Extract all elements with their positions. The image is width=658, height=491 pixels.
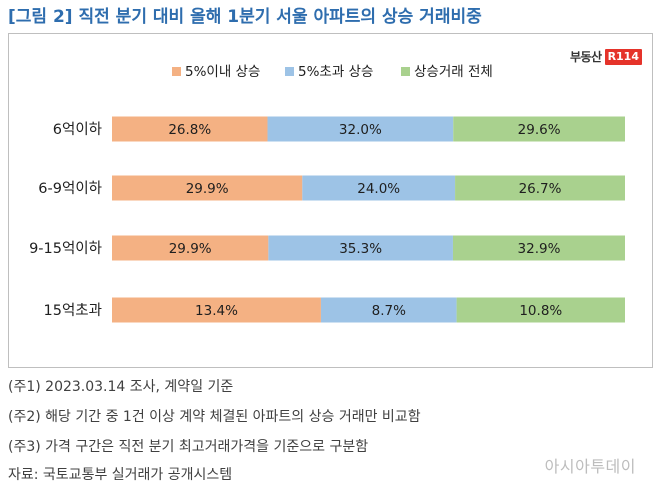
bar-segment-4-2 xyxy=(320,297,457,323)
logo-mark: R114 xyxy=(604,48,642,65)
data-label-2-3: 26.7% xyxy=(519,181,562,197)
page-title: [그림 2] 직전 분기 대비 올해 1분기 서울 아파트의 상승 거래비중 xyxy=(8,7,482,27)
chart-container: 5%이내 상승 5%초과 상승 상승거래 전체 6억이하 26.8% 32.0% 29.6%… xyxy=(8,33,653,368)
bar-segment-1-1 xyxy=(112,116,268,142)
note-1: (주1) 2023.03.14 조사, 계약일 기준 xyxy=(8,379,234,395)
category-label-2: 6-9억이하 xyxy=(38,180,102,197)
category-label-4: 15억초과 xyxy=(44,302,102,319)
bar-segment-3-3 xyxy=(452,235,625,261)
note-3: (주3) 가격 구간은 직전 분기 최고거래가격을 기준으로 구분함 xyxy=(8,439,369,455)
bar-segment-4-1 xyxy=(112,297,321,323)
data-label-1-2: 32.0% xyxy=(339,122,382,138)
bar-segment-2-1 xyxy=(112,175,303,201)
data-label-4-2: 8.7% xyxy=(372,303,406,319)
bar-segment-1-2 xyxy=(267,116,454,142)
bar-segment-1-3 xyxy=(453,116,625,142)
category-label-1: 6억이하 xyxy=(53,121,102,138)
legend-label-2: 5%초과 상승 xyxy=(298,64,373,80)
bar-segment-4-3 xyxy=(456,297,625,323)
bar-segment-3-2 xyxy=(268,235,453,261)
data-label-4-1: 13.4% xyxy=(195,303,238,319)
source-note: 자료: 국토교통부 실거래가 공개시스템 xyxy=(8,467,233,483)
legend-label-3: 상승거래 전체 xyxy=(414,64,493,80)
stacked-bar-chart: 5%이내 상승 5%초과 상승 상승거래 전체 6억이하 26.8% 32.0% 29.6%… xyxy=(29,64,625,323)
legend-swatch-3 xyxy=(401,67,410,76)
legend-swatch-1 xyxy=(172,67,181,76)
data-label-2-1: 29.9% xyxy=(186,181,229,197)
data-label-2-2: 24.0% xyxy=(357,181,400,197)
category-label-3: 9-15억이하 xyxy=(29,240,102,257)
bar-segment-2-2 xyxy=(302,175,456,201)
watermark: 아시아투데이 xyxy=(544,457,636,476)
notes: (주1) 2023.03.14 조사, 계약일 기준 (주2) 해당 기간 중 … xyxy=(8,372,648,462)
logo: 부동산 R114 xyxy=(570,48,642,65)
bar-segment-3-1 xyxy=(112,235,269,261)
data-label-1-1: 26.8% xyxy=(168,122,211,138)
note-2: (주2) 해당 기간 중 1건 이상 계약 체결된 아파트의 상승 거래만 비교… xyxy=(8,409,421,425)
data-label-4-3: 10.8% xyxy=(519,303,562,319)
legend-swatch-2 xyxy=(285,67,294,76)
legend-label-1: 5%이내 상승 xyxy=(185,64,260,80)
data-label-3-1: 29.9% xyxy=(169,241,212,257)
data-label-3-3: 32.9% xyxy=(518,241,561,257)
data-label-3-2: 35.3% xyxy=(339,241,382,257)
data-label-1-3: 29.6% xyxy=(518,122,561,138)
logo-text: 부동산 xyxy=(569,50,602,64)
bar-segment-2-3 xyxy=(455,175,625,201)
